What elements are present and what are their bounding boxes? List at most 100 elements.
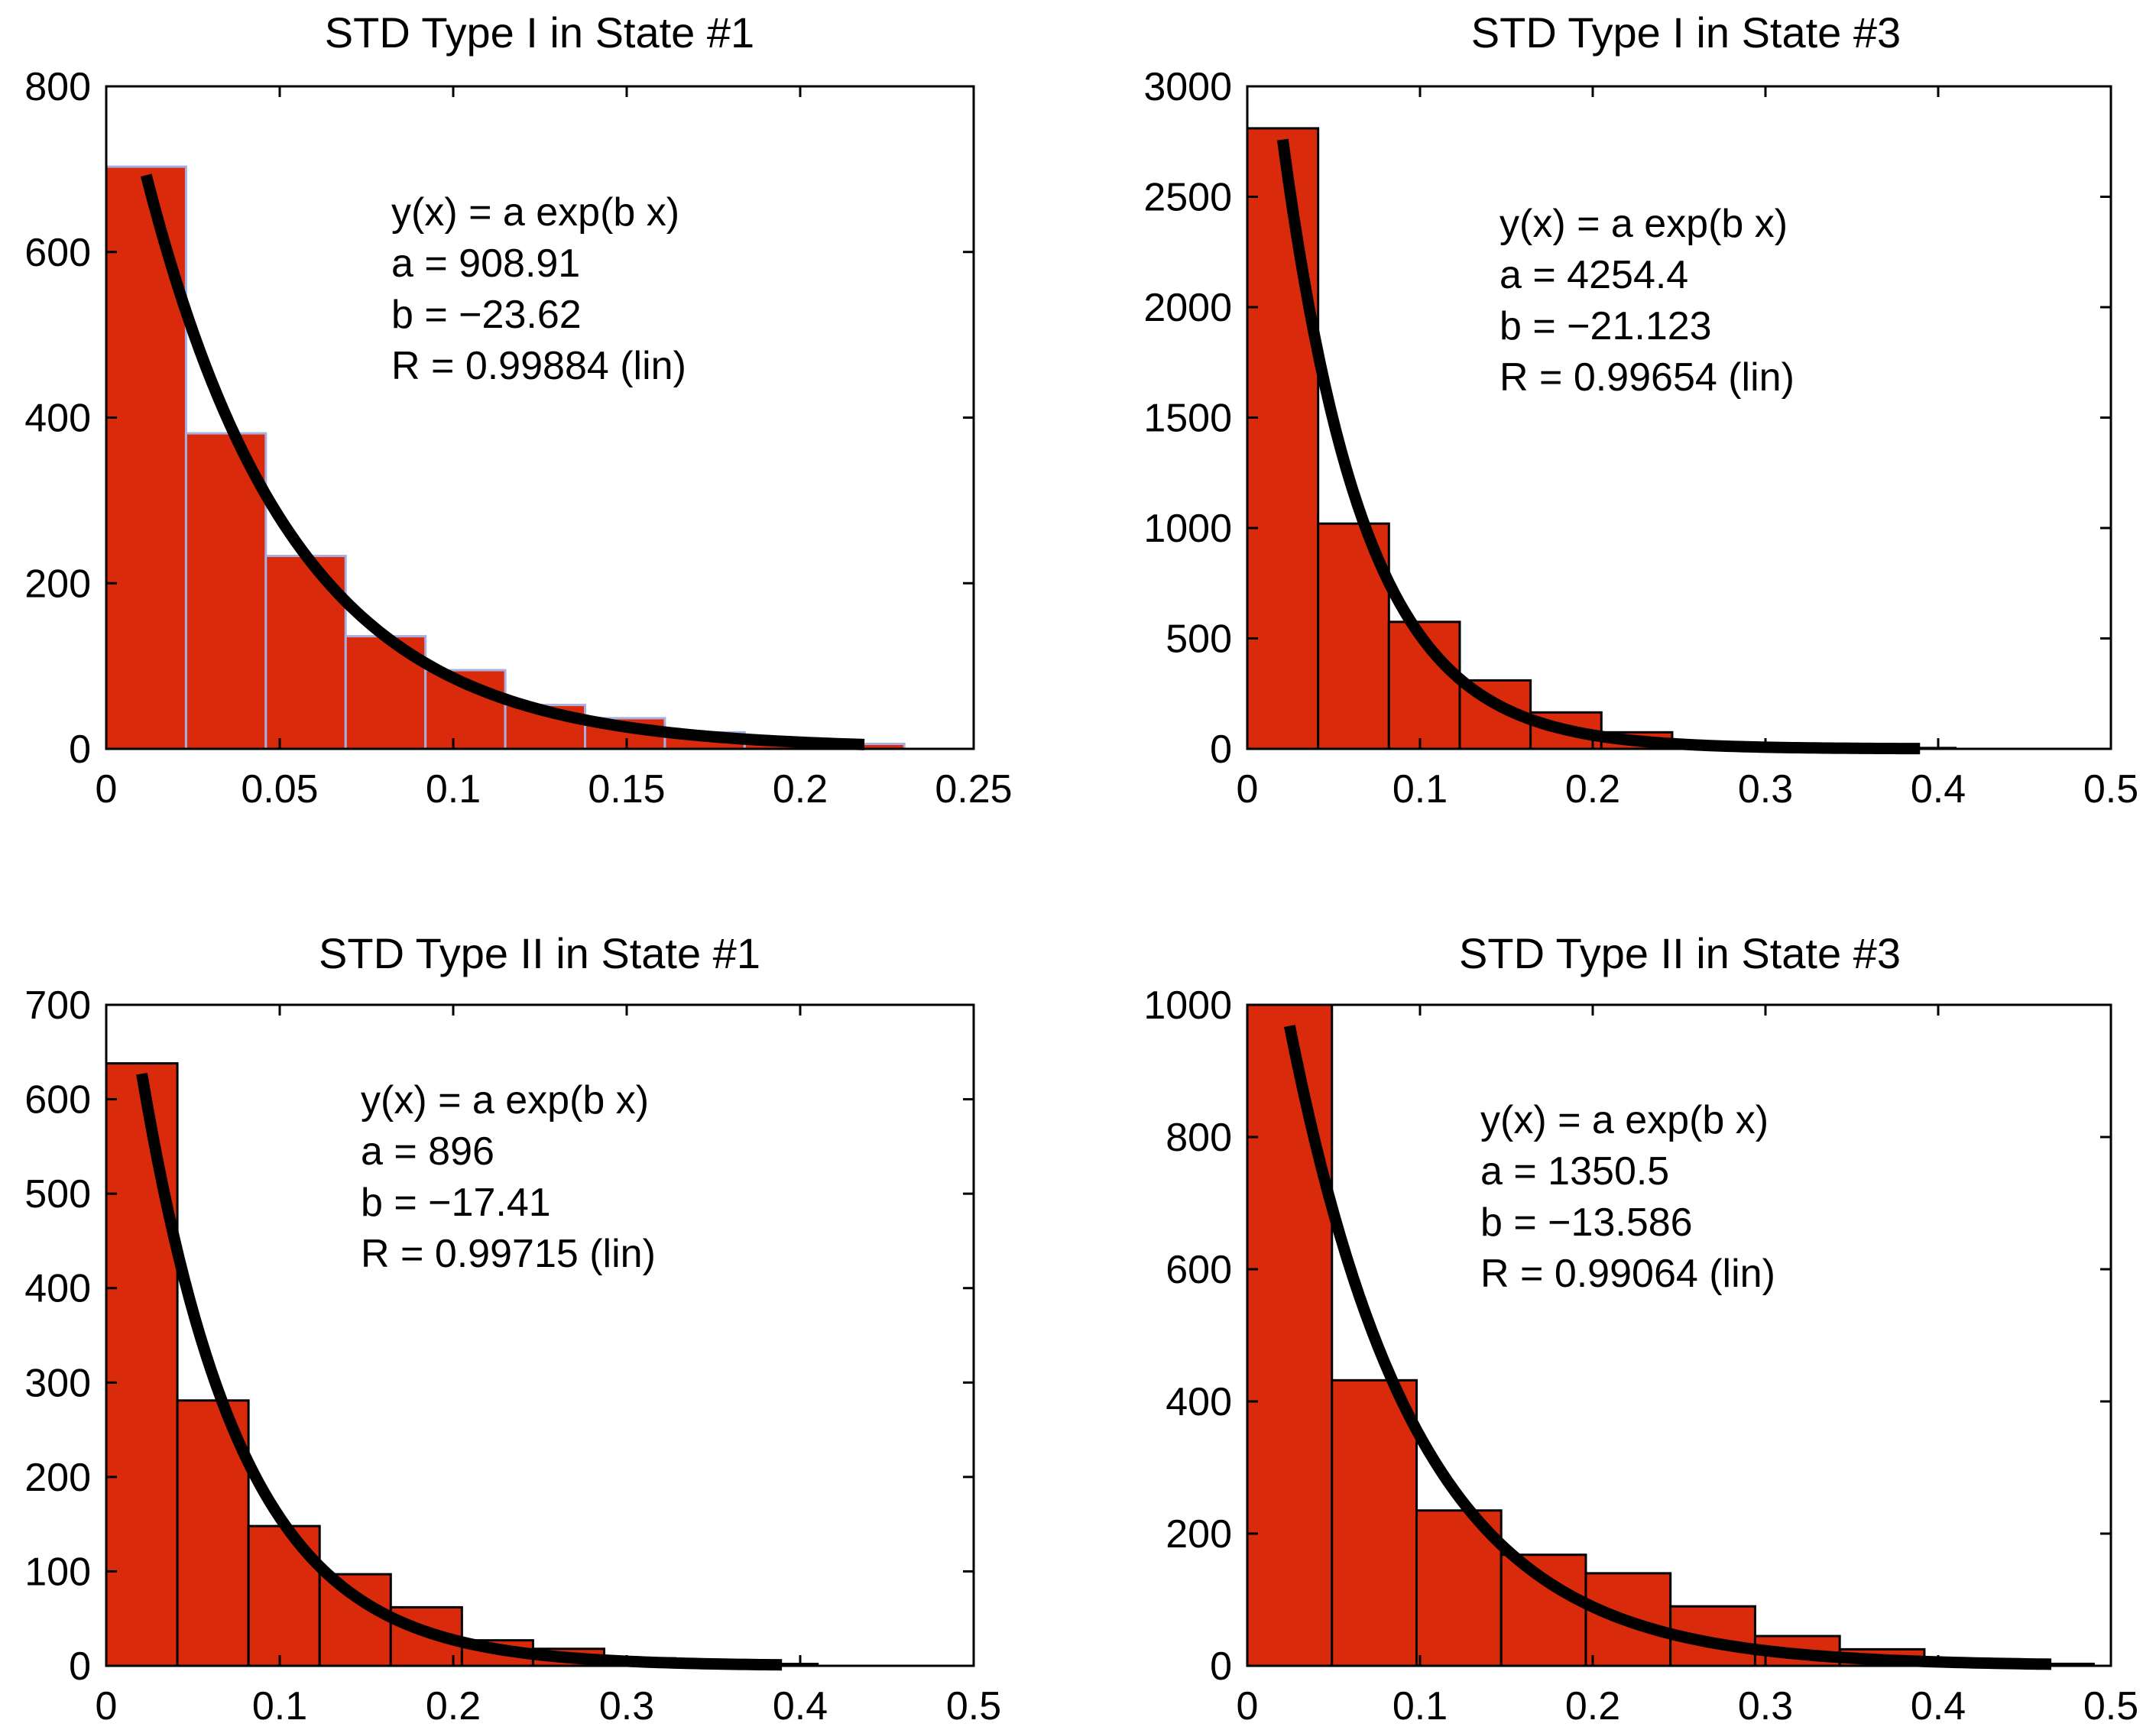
axes-frame bbox=[105, 85, 975, 750]
panel-title: STD Type I in State #3 bbox=[1471, 8, 1901, 57]
y-tick-label: 100 bbox=[24, 1550, 91, 1594]
x-tick-label: 0.1 bbox=[252, 1684, 307, 1728]
y-tick-labels: 0 100 200 300 400 500 600 700 bbox=[24, 983, 91, 1689]
y-tick-label: 200 bbox=[24, 1456, 91, 1500]
histogram-bar bbox=[1246, 1003, 1334, 1667]
panel-type2-state3: STD Type II in State #3 0 0.1 0.2 0.3 0.4 0.5… bbox=[1143, 929, 2138, 1728]
fit-param-b: b = −23.62 bbox=[391, 293, 582, 337]
x-tick-label: 0 bbox=[96, 1684, 118, 1728]
x-tick-label: 0.4 bbox=[1911, 1684, 1966, 1728]
y-tick-label: 200 bbox=[1166, 1512, 1232, 1557]
y-tick-label: 1500 bbox=[1143, 397, 1232, 441]
histogram-bar bbox=[105, 165, 187, 750]
fit-param-b: b = −13.586 bbox=[1480, 1200, 1693, 1245]
fit-annotation: y(x) = a exp(b x) a = 896 b = −17.41 R =… bbox=[361, 1078, 656, 1276]
y-tick-label: 500 bbox=[1166, 617, 1232, 662]
x-tick-labels: 0 0.05 0.1 0.15 0.2 0.25 bbox=[96, 767, 1013, 812]
histogram-bar bbox=[318, 1573, 392, 1667]
panel-type2-state1: STD Type II in State #1 0 0.1 0.2 0.3 0.4 0.5… bbox=[24, 929, 1001, 1728]
panel-type1-state3: STD Type I in State #3 0 0.1 0.2 0.3 0.4 0.5 … bbox=[1143, 8, 2138, 812]
y-tick-labels: 0 200 400 600 800 bbox=[24, 65, 91, 772]
fit-param-a: a = 1350.5 bbox=[1480, 1149, 1669, 1194]
y-tick-label: 0 bbox=[69, 727, 91, 772]
y-tick-label: 3000 bbox=[1143, 65, 1232, 109]
y-tick-label: 600 bbox=[24, 231, 91, 275]
y-tick-label: 600 bbox=[1166, 1248, 1232, 1292]
y-tick-label: 600 bbox=[24, 1078, 91, 1123]
y-tick-label: 1000 bbox=[1143, 983, 1232, 1028]
y-tick-label: 400 bbox=[1166, 1380, 1232, 1424]
axes-frame bbox=[105, 1003, 975, 1667]
x-tick-label: 0.5 bbox=[2083, 1684, 2138, 1728]
y-tick-label: 2000 bbox=[1143, 286, 1232, 330]
fit-equation: y(x) = a exp(b x) bbox=[361, 1078, 649, 1123]
x-tick-labels: 0 0.1 0.2 0.3 0.4 0.5 bbox=[96, 1684, 1002, 1728]
x-tick-label: 0.5 bbox=[2083, 767, 2138, 812]
fit-param-a: a = 908.91 bbox=[391, 241, 580, 286]
x-tick-labels: 0 0.1 0.2 0.3 0.4 0.5 bbox=[1237, 767, 2139, 812]
fit-correlation: R = 0.99715 (lin) bbox=[361, 1232, 656, 1276]
panel-title: STD Type I in State #1 bbox=[325, 8, 754, 57]
histogram-bar bbox=[1246, 127, 1320, 750]
y-tick-label: 1000 bbox=[1143, 507, 1232, 551]
y-tick-label: 800 bbox=[1166, 1116, 1232, 1160]
y-tick-labels: 0 200 400 600 800 1000 bbox=[1143, 983, 1232, 1689]
histogram-bar bbox=[105, 1062, 179, 1667]
x-tick-label: 0.4 bbox=[1911, 767, 1966, 812]
y-tick-label: 800 bbox=[24, 65, 91, 109]
fit-equation: y(x) = a exp(b x) bbox=[1499, 202, 1788, 246]
fit-correlation: R = 0.99064 (lin) bbox=[1480, 1252, 1775, 1296]
x-tick-label: 0.5 bbox=[946, 1684, 1001, 1728]
x-tick-label: 0 bbox=[96, 767, 118, 812]
y-tick-label: 0 bbox=[1210, 1644, 1232, 1689]
fit-equation: y(x) = a exp(b x) bbox=[391, 190, 679, 235]
histogram-bar bbox=[1331, 1378, 1418, 1667]
axes-frame bbox=[1246, 1003, 2112, 1667]
x-tick-label: 0.1 bbox=[1392, 767, 1448, 812]
y-tick-label: 700 bbox=[24, 983, 91, 1028]
panel-title: STD Type II in State #3 bbox=[1459, 929, 1901, 977]
fit-annotation: y(x) = a exp(b x) a = 1350.5 b = −13.586… bbox=[1480, 1098, 1775, 1296]
fit-param-b: b = −17.41 bbox=[361, 1181, 551, 1225]
fit-annotation: y(x) = a exp(b x) a = 4254.4 b = −21.123… bbox=[1499, 202, 1795, 400]
x-tick-label: 0.3 bbox=[599, 1684, 654, 1728]
y-tick-label: 500 bbox=[24, 1172, 91, 1217]
x-tick-label: 0.3 bbox=[1738, 1684, 1793, 1728]
fit-curve bbox=[1284, 1025, 2052, 1670]
panel-title: STD Type II in State #1 bbox=[319, 929, 760, 977]
y-tick-labels: 0 500 1000 1500 2000 2500 3000 bbox=[1143, 65, 1232, 772]
x-tick-label: 0.25 bbox=[935, 767, 1012, 812]
y-tick-label: 400 bbox=[24, 397, 91, 441]
histogram-bar bbox=[1499, 1553, 1587, 1667]
y-tick-label: 300 bbox=[24, 1361, 91, 1405]
axes-frame bbox=[1246, 85, 2112, 750]
fit-curve bbox=[140, 173, 865, 750]
x-tick-label: 0.2 bbox=[426, 1684, 481, 1728]
x-tick-label: 0.4 bbox=[773, 1684, 828, 1728]
x-tick-label: 0.2 bbox=[1565, 767, 1620, 812]
x-tick-label: 0.2 bbox=[773, 767, 828, 812]
fit-param-a: a = 4254.4 bbox=[1499, 253, 1688, 297]
fit-curve bbox=[136, 1072, 783, 1671]
fit-equation: y(x) = a exp(b x) bbox=[1480, 1098, 1769, 1142]
x-tick-label: 0.05 bbox=[241, 767, 318, 812]
y-tick-label: 200 bbox=[24, 562, 91, 606]
fit-annotation: y(x) = a exp(b x) a = 908.91 b = −23.62 … bbox=[391, 190, 686, 388]
panel-type1-state1: STD Type I in State #1 0 0.05 0.1 0.15 0.2 0.… bbox=[24, 8, 1012, 812]
x-tick-labels: 0 0.1 0.2 0.3 0.4 0.5 bbox=[1237, 1684, 2139, 1728]
y-tick-label: 0 bbox=[1210, 727, 1232, 772]
x-tick-label: 0.1 bbox=[1392, 1684, 1448, 1728]
fit-correlation: R = 0.99654 (lin) bbox=[1499, 355, 1795, 400]
x-tick-marks bbox=[105, 1005, 975, 1666]
x-tick-label: 0.2 bbox=[1565, 1684, 1620, 1728]
x-tick-label: 0.1 bbox=[426, 767, 481, 812]
fit-param-b: b = −21.123 bbox=[1499, 304, 1712, 348]
x-tick-label: 0 bbox=[1237, 767, 1259, 812]
y-tick-label: 2500 bbox=[1143, 176, 1232, 220]
histogram-bar bbox=[184, 432, 267, 750]
y-tick-label: 0 bbox=[69, 1644, 91, 1689]
x-tick-label: 0.3 bbox=[1738, 767, 1793, 812]
fit-correlation: R = 0.99884 (lin) bbox=[391, 344, 686, 388]
y-tick-label: 400 bbox=[24, 1267, 91, 1311]
